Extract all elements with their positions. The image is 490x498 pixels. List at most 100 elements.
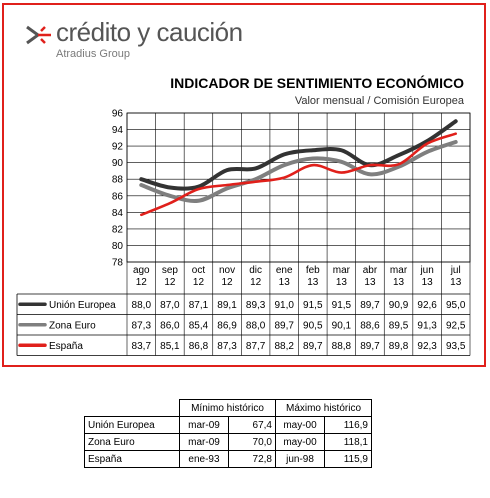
y-tick-label: 96 — [112, 109, 124, 120]
data-label: 89,7 — [360, 341, 380, 352]
max-date: may-00 — [275, 416, 325, 434]
data-label: 88,0 — [132, 300, 152, 311]
x-tick-label: feb — [306, 265, 320, 276]
x-tick-label: ene — [276, 265, 293, 276]
x-tick-label: 12 — [136, 277, 148, 288]
data-label: 92,3 — [417, 341, 437, 352]
data-label: 89,3 — [246, 300, 266, 311]
legend-label: Unión Europea — [49, 300, 116, 311]
series-line — [139, 132, 458, 217]
row-name: Unión Europea — [84, 416, 180, 434]
data-label: 87,0 — [160, 300, 180, 311]
x-tick-label: 13 — [422, 277, 434, 288]
data-label: 89,7 — [274, 320, 294, 331]
table-header-row: Mínimo histórico Máximo histórico — [85, 399, 372, 417]
x-tick-label: mar — [390, 265, 408, 276]
data-label: 91,3 — [417, 320, 437, 331]
series-line — [139, 119, 458, 191]
y-tick-label: 88 — [112, 175, 124, 186]
y-tick-label: 82 — [112, 224, 124, 235]
data-label: 89,8 — [389, 341, 409, 352]
table-row: Unión Europea mar-09 67,4 may-00 116,9 — [84, 416, 372, 434]
brand-group: Atradius Group — [56, 48, 130, 60]
chart-subtitle: Valor mensual / Comisión Europea — [294, 95, 464, 107]
plot-area — [126, 112, 471, 263]
max-value: 115,9 — [324, 450, 372, 468]
data-label: 85,1 — [160, 341, 180, 352]
logo-chevron-icon — [26, 25, 51, 45]
data-label: 91,5 — [303, 300, 323, 311]
data-label: 91,5 — [332, 300, 352, 311]
data-label: 95,0 — [446, 300, 466, 311]
x-tick-label: 13 — [450, 277, 462, 288]
x-tick-label: nov — [219, 265, 235, 276]
max-value: 116,9 — [324, 416, 372, 434]
y-tick-label: 78 — [112, 258, 124, 269]
min-value: 67,4 — [228, 416, 276, 434]
historical-stats-table: Mínimo histórico Máximo histórico Unión … — [84, 399, 372, 468]
max-date: may-00 — [275, 433, 325, 451]
x-tick-label: 13 — [364, 277, 376, 288]
data-label: 92,5 — [446, 320, 466, 331]
data-label: 88,8 — [332, 341, 352, 352]
data-label: 90,9 — [389, 300, 409, 311]
row-name: España — [84, 450, 180, 468]
data-label: 87,3 — [217, 341, 237, 352]
max-header: Máximo histórico — [275, 399, 372, 417]
table-row: Zona Euro mar-09 70,0 may-00 118,1 — [84, 433, 372, 451]
data-label: 87,1 — [189, 300, 209, 311]
data-label: 85,4 — [189, 320, 209, 331]
brand-name: crédito y caución — [56, 17, 243, 47]
y-tick-label: 86 — [112, 191, 124, 202]
min-value: 72,8 — [228, 450, 276, 468]
data-label: 90,5 — [303, 320, 323, 331]
data-label: 87,3 — [132, 320, 152, 331]
x-tick-label: jun — [419, 265, 433, 276]
y-tick-label: 90 — [112, 158, 124, 169]
data-label: 92,6 — [417, 300, 437, 311]
min-date: mar-09 — [179, 416, 229, 434]
x-tick-label: jul — [450, 265, 461, 276]
y-tick-label: 92 — [112, 142, 124, 153]
y-tick-label: 80 — [112, 241, 124, 252]
data-label: 89,7 — [303, 341, 323, 352]
min-date: mar-09 — [179, 433, 229, 451]
x-tick-label: sep — [162, 265, 179, 276]
x-tick-label: 12 — [193, 277, 205, 288]
x-tick-label: 12 — [221, 277, 233, 288]
x-tick-label: 13 — [393, 277, 405, 288]
data-label: 88,6 — [360, 320, 380, 331]
row-name: Zona Euro — [84, 433, 180, 451]
max-value: 118,1 — [324, 433, 372, 451]
data-label: 88,2 — [274, 341, 294, 352]
chart-frame: crédito y caución Atradius Group INDICAD… — [2, 3, 486, 367]
x-tick-label: oct — [192, 265, 206, 276]
min-value: 70,0 — [228, 433, 276, 451]
max-date: jun-98 — [275, 450, 325, 468]
min-header: Mínimo histórico — [179, 399, 276, 417]
data-label: 90,1 — [332, 320, 352, 331]
legend-label: Zona Euro — [49, 320, 96, 331]
chart-title: INDICADOR DE SENTIMIENTO ECONÓMICO — [170, 75, 464, 91]
data-label: 88,0 — [246, 320, 266, 331]
min-date: ene-93 — [179, 450, 229, 468]
x-tick-label: dic — [249, 265, 262, 276]
x-tick-label: 13 — [307, 277, 319, 288]
x-tick-label: abr — [363, 265, 378, 276]
x-tick-label: mar — [333, 265, 351, 276]
data-label: 86,9 — [217, 320, 237, 331]
legend-label: España — [49, 341, 83, 352]
data-label: 89,5 — [389, 320, 409, 331]
data-label: 83,7 — [132, 341, 152, 352]
data-label: 89,1 — [217, 300, 237, 311]
x-tick-label: ago — [133, 265, 150, 276]
x-tick-label: 13 — [336, 277, 348, 288]
x-tick-label: 12 — [164, 277, 176, 288]
chart-svg: 78808284868890929496ago12sep12oct12nov12… — [16, 109, 471, 356]
data-label: 91,0 — [274, 300, 294, 311]
data-label: 93,5 — [446, 341, 466, 352]
data-label: 87,7 — [246, 341, 266, 352]
table-row: España ene-93 72,8 jun-98 115,9 — [84, 450, 372, 468]
x-tick-label: 12 — [250, 277, 262, 288]
series-line — [139, 139, 458, 203]
